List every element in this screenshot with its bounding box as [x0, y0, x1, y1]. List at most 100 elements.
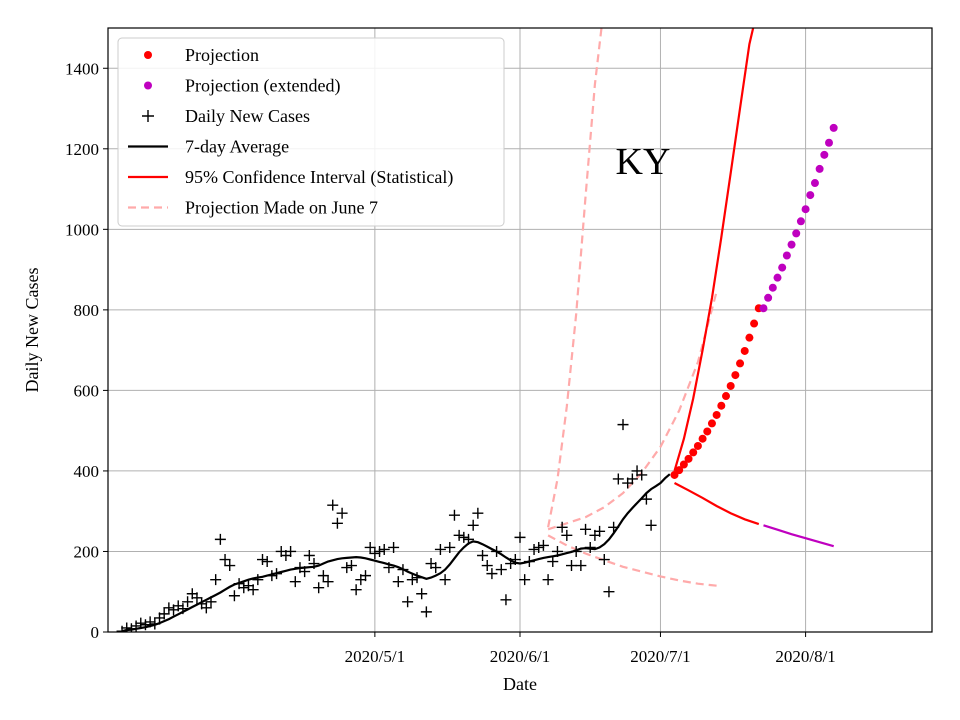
projection-point: [731, 371, 740, 380]
daily-case-marker: [448, 509, 460, 521]
daily-case-marker: [252, 574, 264, 586]
daily-case-marker: [406, 574, 418, 586]
daily-case-marker: [580, 523, 592, 535]
daily-case-marker: [378, 543, 390, 555]
x-tick-label: 2020/5/1: [345, 647, 405, 666]
projection-extended-point: [806, 191, 815, 200]
daily-case-marker: [640, 493, 652, 505]
daily-case-marker: [392, 576, 404, 588]
daily-case-marker: [247, 584, 259, 596]
daily-case-marker: [191, 592, 203, 604]
daily-case-marker: [182, 596, 194, 608]
projection-point: [717, 401, 726, 410]
projection-extended-point: [810, 179, 819, 188]
daily-case-marker: [636, 469, 648, 481]
daily-case-marker: [402, 596, 414, 608]
projection-extended-point: [825, 138, 833, 147]
projection-extended-point: [782, 251, 791, 260]
projection-point: [750, 319, 759, 328]
daily-case-marker: [547, 556, 559, 568]
x-tick-label: 2020/8/1: [775, 647, 835, 666]
daily-case-marker: [444, 541, 456, 553]
projection-point: [707, 419, 716, 428]
daily-case-marker: [360, 570, 371, 582]
daily-case-marker: [139, 619, 151, 631]
daily-case-marker: [210, 574, 222, 586]
daily-case-marker: [495, 564, 507, 576]
projection-extended-point: [792, 229, 801, 238]
june7-projection-line: [547, 28, 603, 528]
legend-plus-icon: [142, 110, 154, 122]
daily-case-marker: [472, 507, 484, 519]
daily-case-marker: [575, 560, 587, 572]
x-tick-label: 2020/6/1: [490, 647, 550, 666]
daily-case-marker: [458, 531, 470, 543]
daily-case-marker: [561, 529, 573, 541]
legend-label: Projection Made on June 7: [185, 198, 378, 218]
x-tick-label: 2020/7/1: [630, 647, 690, 666]
ci-upper-line: [673, 28, 755, 472]
daily-case-marker: [603, 586, 615, 598]
daily-case-marker: [261, 556, 273, 568]
daily-case-marker: [439, 574, 451, 586]
daily-case-marker: [135, 617, 147, 629]
projection-point: [745, 333, 754, 342]
daily-case-marker: [598, 554, 610, 566]
daily-case-marker: [345, 560, 357, 572]
daily-case-marker: [486, 568, 498, 580]
projection-point: [740, 346, 749, 355]
ci-lower-extended-line: [763, 524, 835, 548]
projection-extended-point: [759, 304, 768, 313]
daily-case-marker: [172, 600, 184, 612]
daily-case-marker: [303, 549, 315, 561]
axis-ticks: 0 200 400 600 800 1000 1200 1400 2020/5/1 2020/6/…: [65, 59, 836, 666]
projection-extended-point: [787, 240, 796, 249]
daily-case-marker: [163, 602, 175, 614]
daily-case-marker: [336, 507, 348, 519]
daily-case-marker: [533, 541, 545, 553]
daily-case-marker: [594, 525, 606, 537]
y-tick-label: 200: [74, 542, 100, 561]
daily-case-marker: [566, 560, 577, 572]
daily-case-marker: [369, 547, 381, 559]
projection-extended-point: [768, 283, 777, 292]
daily-case-marker: [219, 554, 231, 566]
ci-lower-line: [673, 482, 760, 526]
projection-point: [726, 381, 735, 390]
y-axis-label: Daily New Cases: [22, 268, 42, 393]
daily-case-marker: [416, 588, 428, 600]
daily-case-marker: [467, 519, 479, 531]
projection-point: [684, 454, 693, 463]
projection-point: [703, 427, 712, 436]
y-tick-label: 400: [74, 462, 100, 481]
legend-label: 95% Confidence Interval (Statistical): [185, 167, 453, 188]
daily-case-marker: [542, 574, 554, 586]
daily-case-marker: [374, 545, 386, 557]
daily-case-marker: [322, 576, 334, 588]
daily-case-marker: [434, 543, 446, 555]
y-tick-label: 0: [91, 623, 100, 642]
projection-point: [698, 434, 707, 443]
projection-extended-point: [829, 123, 838, 132]
seven-day-average-line: [121, 473, 671, 632]
projection-point: [675, 466, 684, 475]
projection-point: [722, 392, 730, 401]
legend-box: [117, 37, 505, 227]
daily-case-marker: [200, 602, 212, 614]
legend-dot-icon: [144, 51, 152, 59]
daily-case-marker: [537, 539, 549, 551]
daily-case-marker: [388, 541, 400, 553]
projection-point: [679, 460, 688, 469]
legend-dot-icon: [144, 81, 152, 90]
daily-case-marker: [626, 473, 638, 485]
daily-case-marker: [453, 529, 465, 541]
projection-extended-point: [773, 273, 782, 282]
x-axis-label: Date: [503, 674, 537, 694]
projection-point: [693, 441, 702, 450]
projection-extended-point: [815, 164, 824, 173]
legend-label: Projection: [185, 45, 259, 65]
daily-case-marker: [617, 419, 629, 431]
daily-case-marker: [214, 533, 226, 545]
daily-case-marker: [612, 473, 624, 485]
